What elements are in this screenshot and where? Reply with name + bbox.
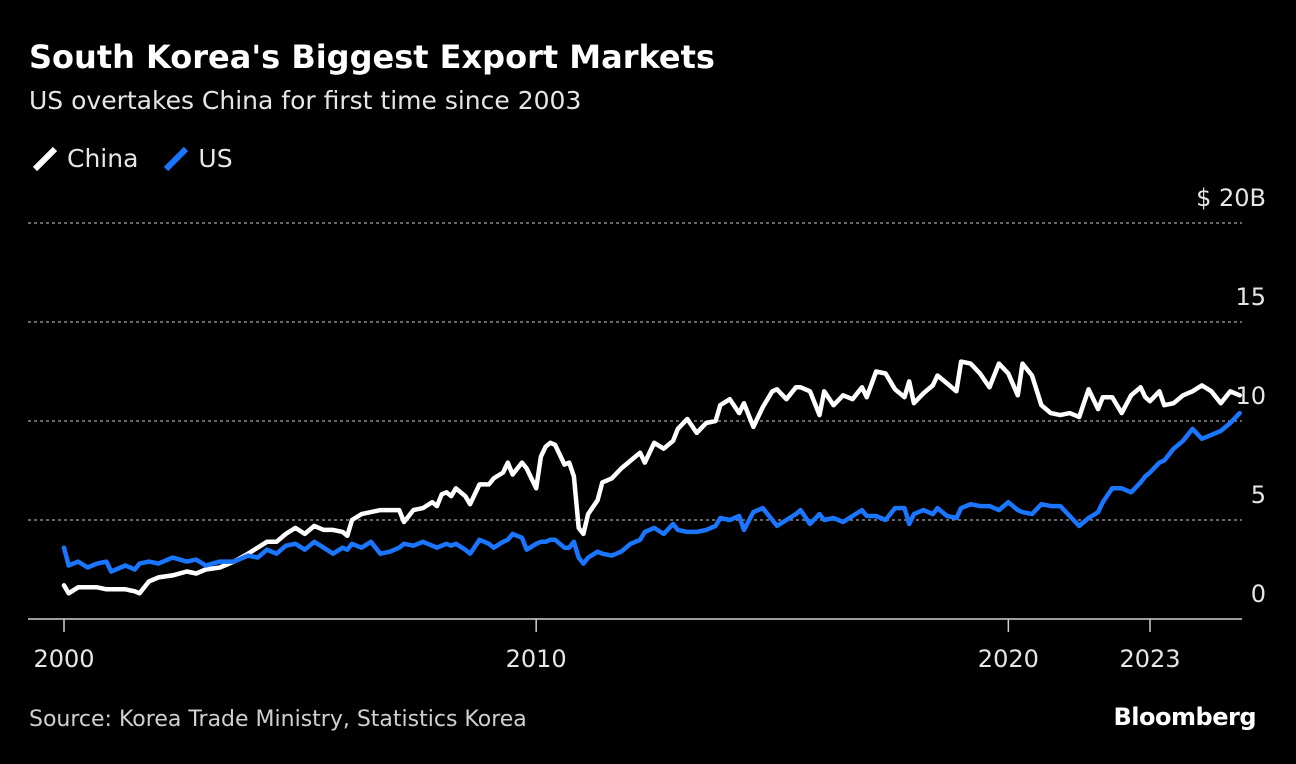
- source-note: Source: Korea Trade Ministry, Statistics…: [29, 707, 527, 732]
- y-tick-label: 5: [1251, 481, 1266, 509]
- y-tick-label: 10: [1235, 382, 1266, 410]
- legend-label-china: China: [67, 143, 139, 173]
- x-axis: [28, 618, 1242, 632]
- series-line-china: [61, 359, 1242, 596]
- grid-layer: [28, 222, 1242, 521]
- legend: China US: [29, 140, 255, 176]
- series-line-us: [61, 410, 1242, 574]
- chart-title: South Korea's Biggest Export Markets: [29, 38, 715, 76]
- chart-subtitle: US overtakes China for first time since …: [29, 86, 582, 115]
- tick-labels: 0 5 10 15 $ 20B 2000 2010 2020 2023: [33, 184, 1266, 673]
- x-tick-label: 2000: [33, 645, 94, 673]
- y-tick-label: 15: [1235, 283, 1266, 311]
- legend-swatch-us-icon: [164, 146, 189, 172]
- legend-label-us: US: [198, 143, 233, 173]
- legend-item-china: China: [29, 141, 138, 175]
- y-tick-label: $ 20B: [1196, 184, 1266, 212]
- x-tick-label: 2023: [1119, 645, 1180, 673]
- y-tick-label: 0: [1251, 580, 1266, 608]
- x-tick-label: 2010: [506, 645, 567, 673]
- bloomberg-logo: Bloomberg: [1113, 703, 1257, 731]
- x-tick-label: 2020: [978, 645, 1039, 673]
- legend-swatch-china-icon: [32, 146, 58, 172]
- series-layer: [61, 359, 1242, 596]
- legend-item-us: US: [160, 141, 233, 175]
